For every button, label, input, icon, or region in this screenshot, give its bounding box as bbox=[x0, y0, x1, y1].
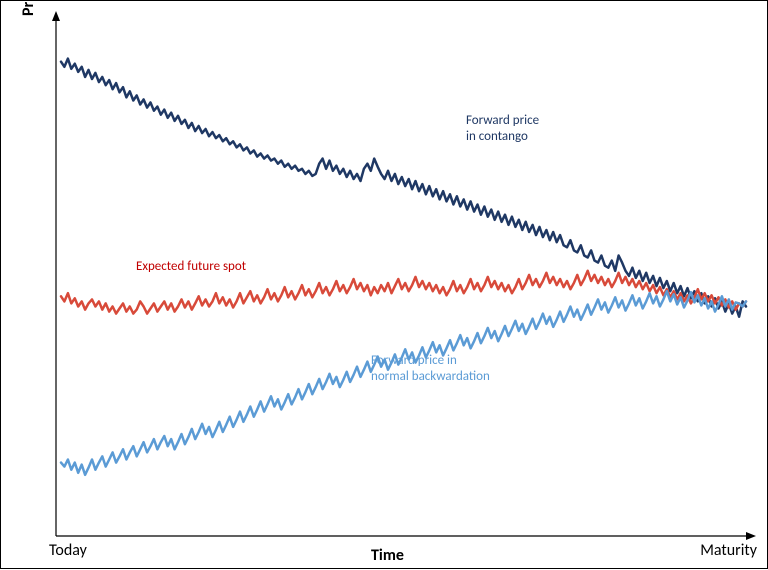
chart-container: Price Time Today Maturity Forward price … bbox=[0, 0, 768, 569]
label-spot: Expected future spot bbox=[136, 259, 246, 275]
chart-svg bbox=[1, 1, 768, 570]
label-backwardation: Forward price in normal backwardation bbox=[371, 353, 490, 384]
label-contango-line1: Forward price bbox=[466, 113, 539, 128]
label-backwardation-line1: Forward price in bbox=[371, 353, 457, 368]
label-contango: Forward price in contango bbox=[466, 113, 539, 144]
x-axis-tick-end: Maturity bbox=[700, 541, 757, 560]
label-contango-line2: in contango bbox=[466, 129, 528, 144]
x-axis-label: Time bbox=[371, 546, 404, 565]
label-spot-text: Expected future spot bbox=[136, 259, 246, 274]
y-axis-label: Price bbox=[19, 0, 38, 16]
label-backwardation-line2: normal backwardation bbox=[371, 369, 490, 384]
x-axis-tick-start: Today bbox=[49, 541, 87, 560]
